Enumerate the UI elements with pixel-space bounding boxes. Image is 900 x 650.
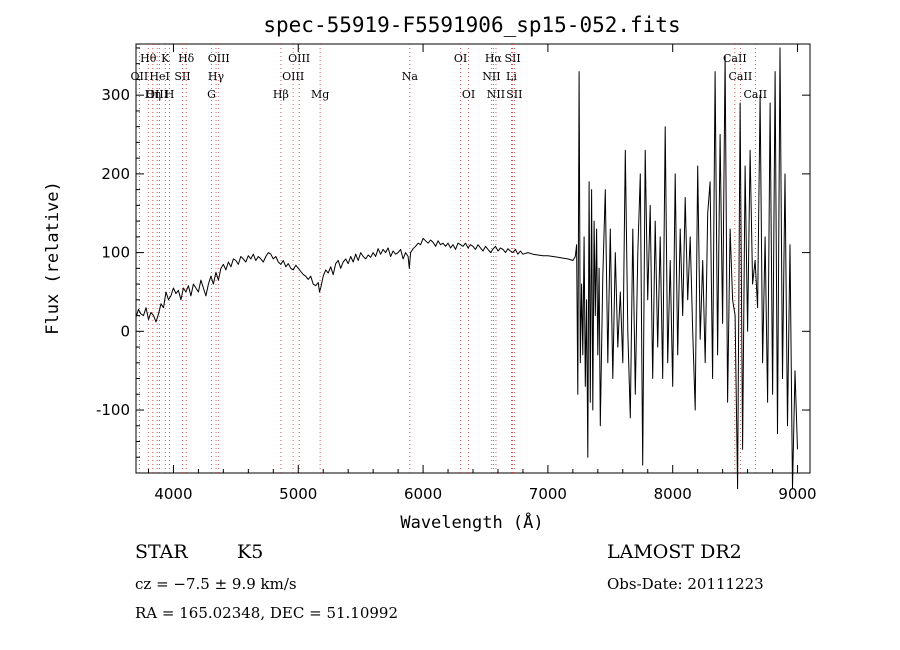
line-marker-label: Na — [402, 70, 419, 83]
line-marker-label: OIII — [208, 52, 230, 65]
y-axis-label: Flux (relative) — [43, 181, 63, 335]
y-tick-label: 0 — [120, 322, 130, 340]
line-marker-label: Mg — [311, 88, 329, 101]
y-tick-label: 100 — [101, 244, 130, 262]
line-marker-label: Hδ — [178, 52, 195, 65]
line-marker-label: CaII — [723, 52, 747, 65]
object-subclass: K5 — [237, 541, 264, 563]
x-tick-label: 7000 — [529, 485, 567, 503]
obs-date: Obs-Date: 20111223 — [607, 575, 764, 593]
line-marker-label: Li — [506, 70, 517, 83]
line-marker-label: OIII — [146, 88, 168, 101]
line-marker-label: Hγ — [208, 70, 225, 83]
line-marker-label: SII — [174, 70, 190, 83]
line-marker-label: NII — [482, 70, 500, 83]
x-tick-label: 6000 — [404, 485, 442, 503]
survey-name: LAMOST DR2 — [607, 541, 742, 563]
y-tick-label: -100 — [96, 401, 130, 419]
line-marker-label: Hα — [485, 52, 503, 65]
object-class: STAR — [135, 541, 188, 563]
line-marker-label: NII — [487, 88, 505, 101]
plot-frame — [135, 43, 811, 474]
ra-dec-readout: RA = 165.02348, DEC = 51.10992 — [135, 604, 399, 622]
spectrum-series — [135, 47, 798, 490]
line-marker-label: CaII — [743, 88, 767, 101]
x-tick-label: 4000 — [154, 485, 192, 503]
line-marker-label: OII — [131, 70, 149, 83]
line-marker-label: OIII — [288, 52, 310, 65]
line-marker-label: SII — [504, 52, 520, 65]
chart-title: spec-55919-F5591906_sp15-052.fits — [263, 13, 680, 37]
y-tick-label: 300 — [101, 86, 130, 104]
line-marker-label: OI — [462, 88, 475, 101]
line-marker-label: Hη — [145, 88, 161, 101]
line-marker-label: H — [165, 88, 175, 101]
x-tick-label: 9000 — [778, 485, 816, 503]
line-marker-label: K — [161, 52, 170, 65]
line-marker-label: Hθ — [140, 52, 157, 65]
line-marker-label: OIII — [282, 70, 304, 83]
x-tick-label: 8000 — [654, 485, 692, 503]
redshift-readout: cz = −7.5 ± 9.9 km/s — [135, 575, 297, 593]
line-marker-label: G — [207, 88, 216, 101]
line-marker-label: CaII — [729, 70, 753, 83]
line-marker-label: HeI — [149, 70, 169, 83]
x-axis-label: Wavelength (Å) — [400, 511, 543, 533]
line-marker-label: OI — [454, 52, 467, 65]
y-tick-label: 200 — [101, 165, 130, 183]
line-marker-label: Hβ — [273, 88, 289, 101]
x-tick-label: 5000 — [279, 485, 317, 503]
line-marker-label: SII — [506, 88, 522, 101]
